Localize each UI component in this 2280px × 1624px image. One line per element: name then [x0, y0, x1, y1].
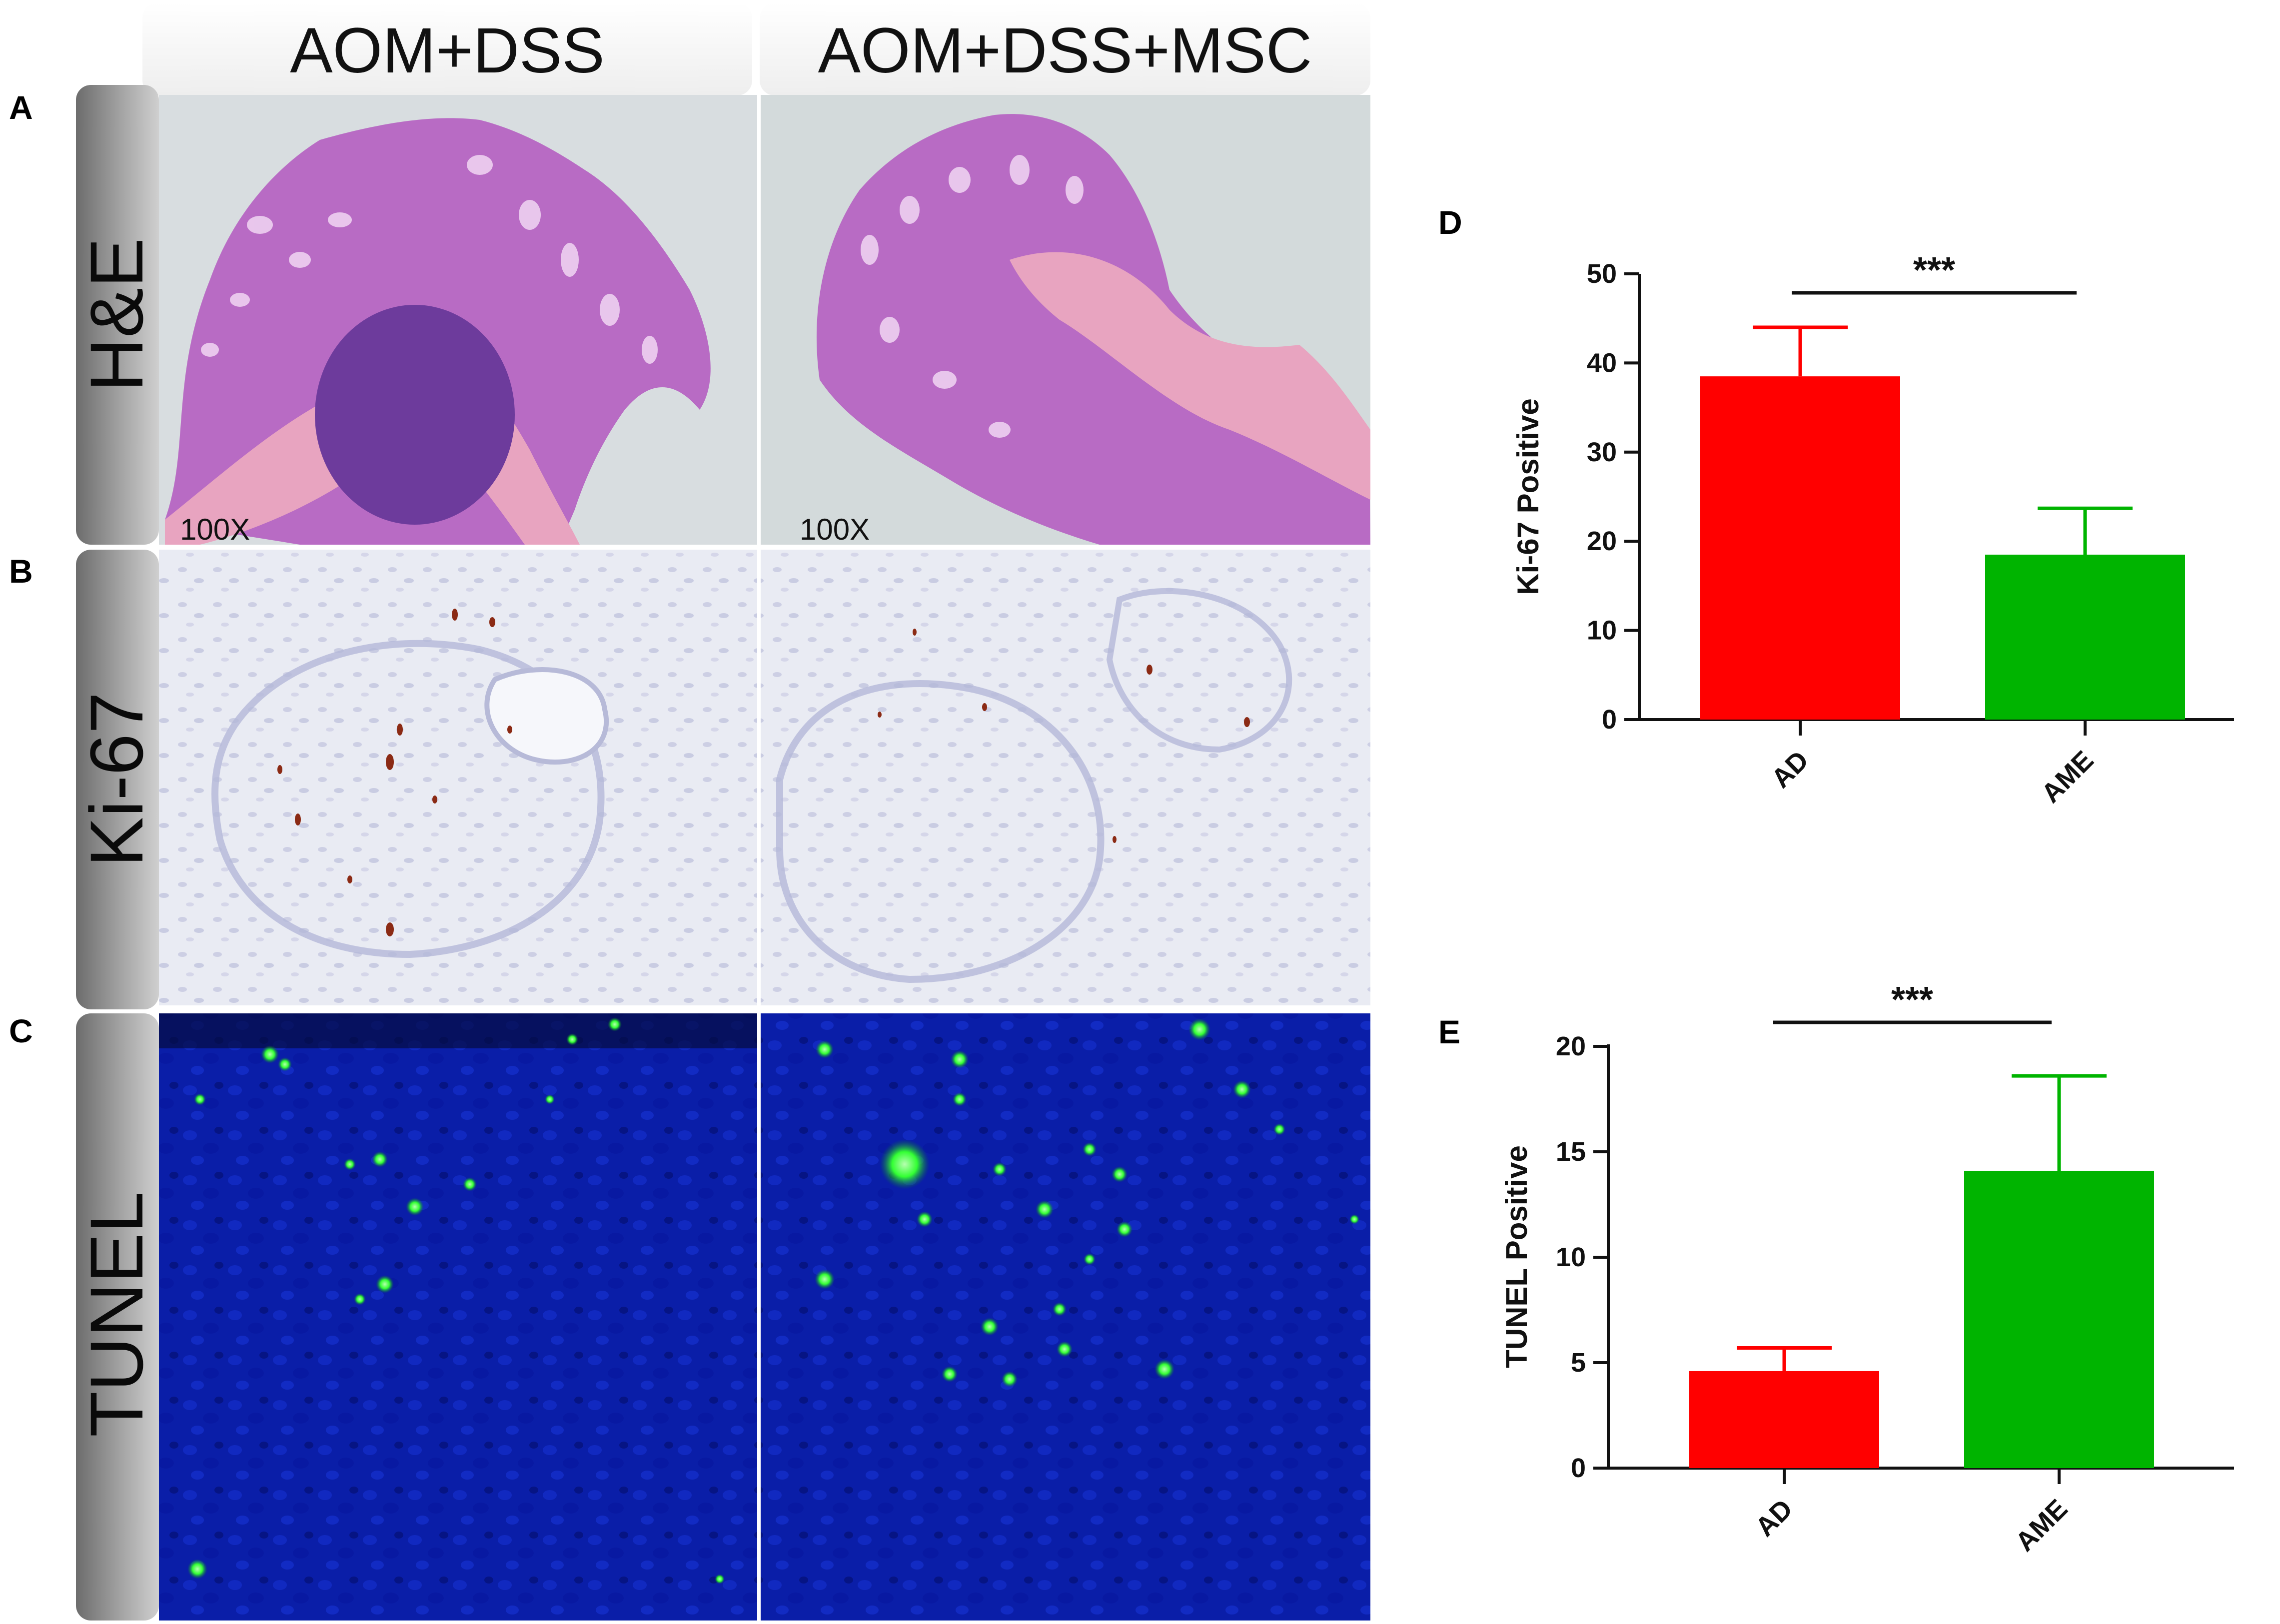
chart-e-significance: *** [1891, 980, 1933, 1020]
chart-d-bar-ame [1985, 554, 2185, 720]
row-tab-ki67 [76, 550, 159, 1009]
ki67-image-aom-dss [159, 550, 757, 1005]
chart-e-y-tick-label: 5 [1571, 1348, 1586, 1378]
row-tab-he [76, 85, 159, 545]
magnification-label-1: 100X [180, 513, 250, 546]
column-header-box-1 [142, 3, 752, 95]
panel-label-b: B [9, 553, 33, 590]
chart-e-y-label: TUNEL Positive [1500, 1145, 1533, 1368]
column-header-aom-dss: AOM+DSS [290, 15, 605, 86]
chart-d-y-tick-label: 40 [1587, 348, 1617, 378]
magnification-label-2: 100X [800, 513, 870, 546]
chart-e-y-tick-label: 0 [1571, 1453, 1586, 1483]
chart-d-x-tick-label-ame: AME [2036, 745, 2099, 809]
chart-e-y-tick-label: 10 [1556, 1242, 1586, 1272]
tunel-image-aom-dss [159, 1013, 757, 1621]
panel-label-c: C [9, 1012, 33, 1049]
he-image-aom-dss: 100X [159, 95, 757, 546]
row-label-he: H&E [74, 238, 158, 392]
panel-label-a: A [9, 89, 33, 126]
he-image-aom-dss-msc: 100X [761, 95, 1370, 546]
tunel-image-aom-dss-msc [761, 1013, 1370, 1621]
row-tab-tunel [76, 1013, 159, 1621]
chart-d-x-tick-label-ad: AD [1766, 745, 1815, 794]
row-label-tunel: TUNEL [74, 1191, 158, 1437]
chart-e-bar-ad [1689, 1371, 1879, 1468]
row-label-ki67: Ki-67 [74, 692, 158, 867]
chart-ki67: 0 10 20 30 40 50 AD AME Ki-67 Positive *** [1511, 250, 2234, 809]
chart-d-bar-ad [1700, 376, 1900, 720]
chart-e-bar-ame [1964, 1170, 2154, 1468]
ki67-image-aom-dss-msc [761, 550, 1370, 1005]
chart-e-y-tick-label: 15 [1556, 1137, 1586, 1167]
chart-d-y-tick-label: 0 [1602, 705, 1617, 735]
chart-d-y-tick-label: 10 [1587, 616, 1617, 646]
chart-d-y-label: Ki-67 Positive [1511, 398, 1545, 595]
chart-d-significance: *** [1913, 250, 1955, 290]
chart-e-x-tick-label-ad: AD [1750, 1494, 1799, 1543]
chart-tunel: 0 5 10 15 20 AD AME TUNEL Positive *** [1500, 980, 2234, 1557]
column-header-box-2 [760, 3, 1370, 95]
panel-label-e: E [1438, 1013, 1460, 1050]
panel-label-d: D [1438, 204, 1462, 241]
chart-e-x-tick-label-ame: AME [2010, 1494, 2073, 1557]
chart-d-y-tick-label: 30 [1587, 437, 1617, 467]
chart-d-y-tick-label: 20 [1587, 526, 1617, 556]
column-header-aom-dss-msc: AOM+DSS+MSC [818, 15, 1312, 86]
chart-e-y-tick-label: 20 [1556, 1031, 1586, 1061]
chart-d-y-tick-label: 50 [1587, 259, 1617, 289]
